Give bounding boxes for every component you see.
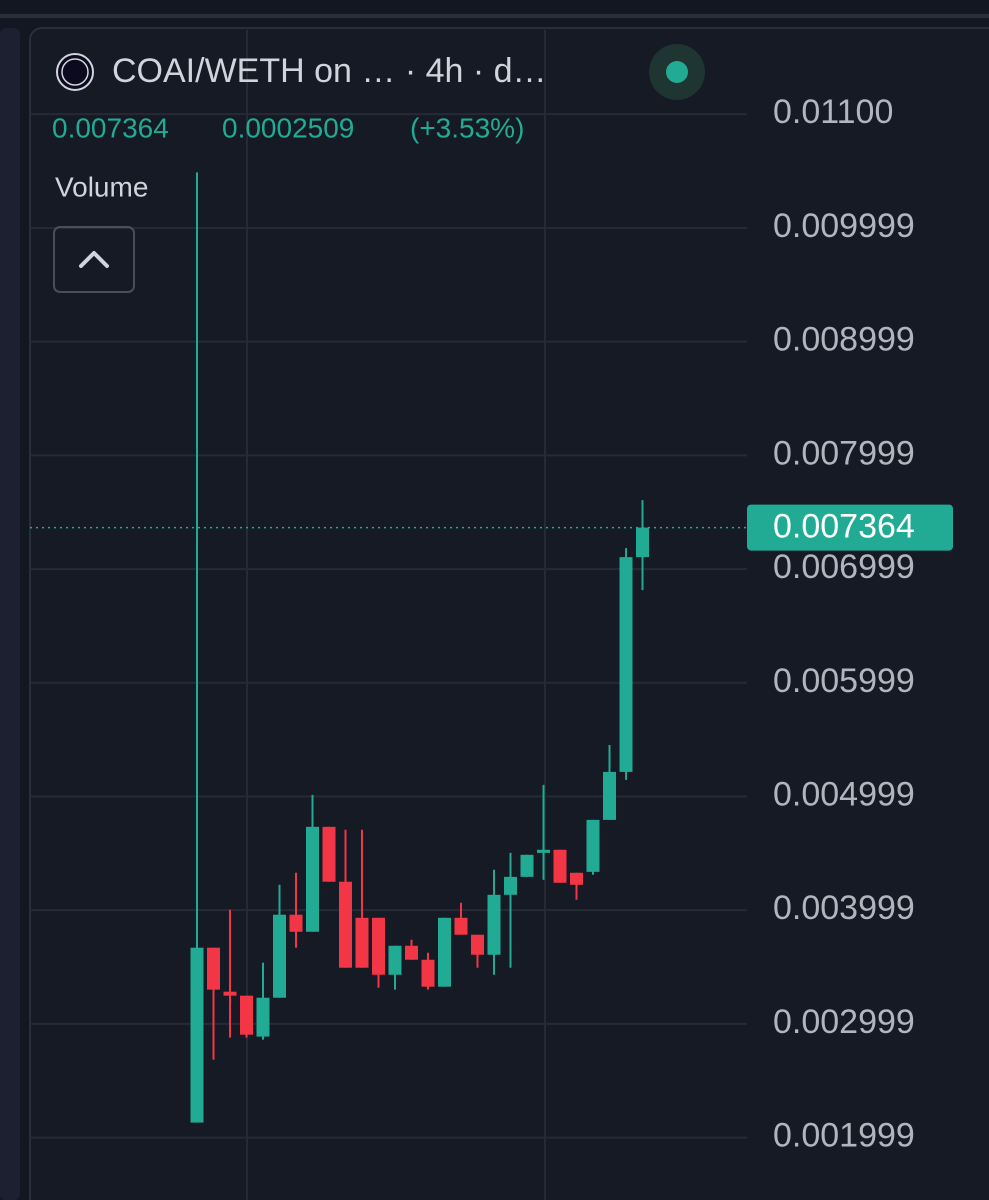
chevron-icon — [79, 251, 109, 268]
change-percent: (+3.53%) — [410, 112, 524, 143]
token-icon-ring — [61, 58, 89, 86]
price-tag-label: 0.007364 — [773, 508, 915, 546]
candle-body — [570, 872, 583, 885]
candle-body — [273, 914, 286, 998]
last-price: 0.007364 — [52, 112, 169, 143]
candle-body — [603, 771, 616, 820]
candle-body — [537, 849, 550, 853]
candle-body — [619, 557, 633, 772]
candle-body — [504, 876, 517, 895]
candle-body — [322, 826, 336, 882]
candle-body — [289, 914, 303, 932]
candle-body — [256, 997, 270, 1037]
indicator-label: Volume — [55, 171, 148, 202]
candle-body — [438, 917, 451, 987]
y-tick-label: 0.007999 — [773, 434, 915, 472]
price-tag — [747, 504, 953, 551]
candle-body — [421, 959, 435, 987]
side-panel — [0, 28, 20, 1200]
y-tick-label: 0.006999 — [773, 548, 915, 586]
candles — [190, 172, 649, 1123]
candle-body — [471, 934, 484, 955]
candle-body — [355, 917, 369, 968]
y-tick-label: 0.01100 — [773, 93, 893, 131]
y-tick-label: 0.005999 — [773, 662, 915, 700]
candle-body — [207, 947, 220, 990]
candle-body — [487, 894, 501, 955]
candle-body — [388, 945, 402, 975]
y-tick-label: 0.008999 — [773, 321, 915, 359]
y-tick-label: 0.003999 — [773, 889, 915, 927]
candle-body — [520, 854, 534, 877]
candle-body — [223, 991, 237, 996]
candle-body — [553, 849, 567, 883]
candle-body — [190, 947, 204, 1123]
y-tick-label: 0.001999 — [773, 1117, 915, 1155]
chart-title[interactable]: COAI/WETH on … · 4h · d… — [112, 52, 547, 90]
y-tick-label: 0.004999 — [773, 775, 915, 813]
collapse-button[interactable] — [53, 226, 135, 293]
candle-body — [636, 527, 649, 558]
candle-body — [306, 826, 319, 932]
candle-body — [454, 917, 468, 935]
y-tick-label: 0.009999 — [773, 207, 915, 245]
chart-panel — [29, 27, 989, 1200]
candle-body — [372, 917, 385, 975]
change: 0.0002509 — [222, 112, 354, 143]
candle-body — [586, 819, 600, 872]
status-dot — [666, 61, 688, 83]
candle-body — [240, 995, 253, 1035]
y-tick-label: 0.002999 — [773, 1003, 915, 1041]
candle-body — [339, 881, 352, 968]
candle-body — [405, 945, 418, 960]
top-divider — [0, 14, 989, 18]
